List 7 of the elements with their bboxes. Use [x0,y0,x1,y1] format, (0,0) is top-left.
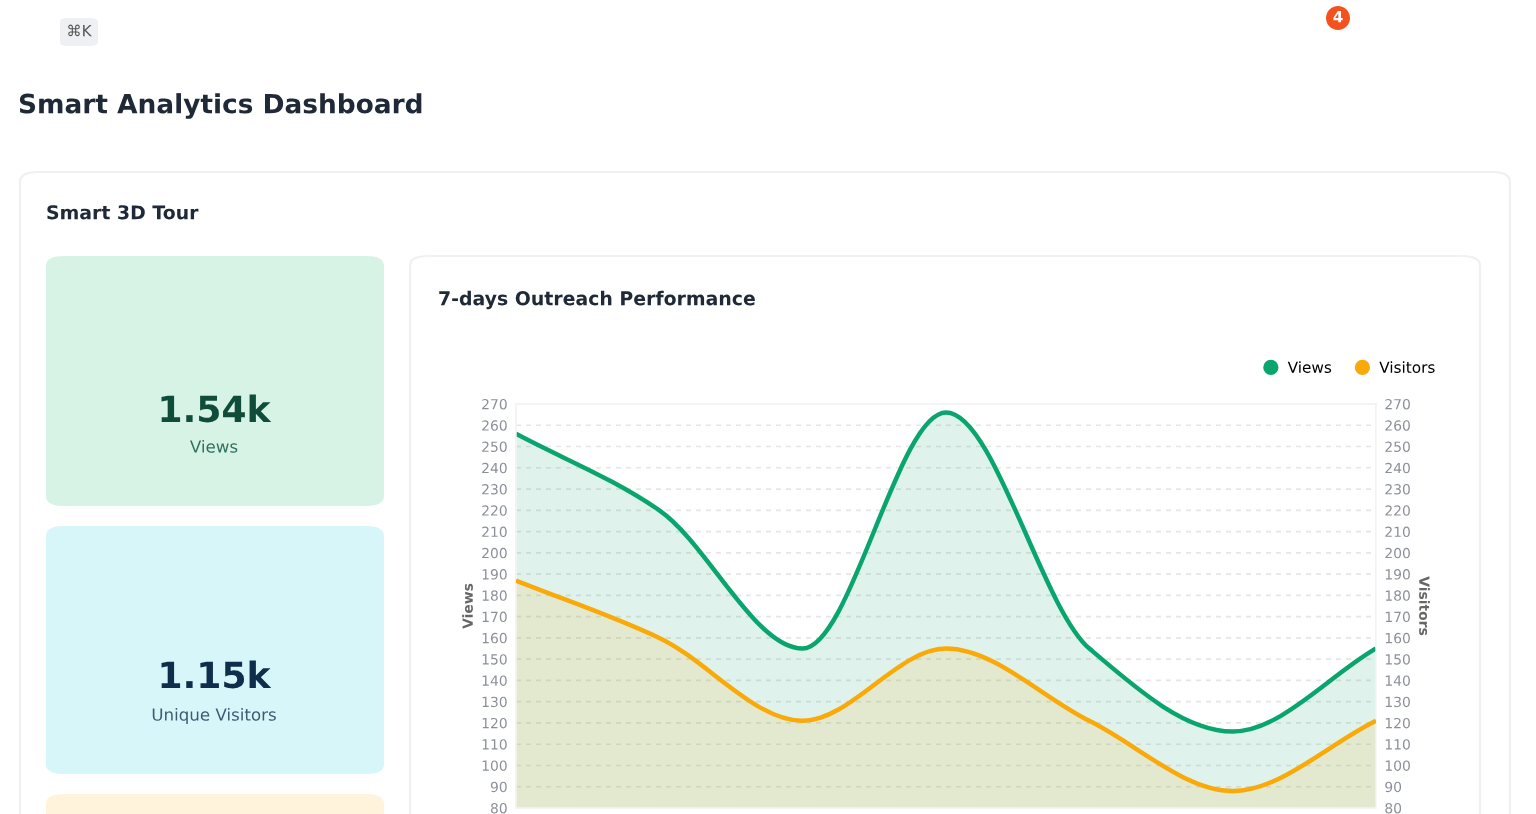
text: Views [190,439,238,453]
text: 1.54k [161,394,272,423]
text: Smart Analytics Dashboard [19,93,422,119]
text: Unique Visitors [152,707,276,725]
chart-title: 7-days Outreach Performance [439,290,755,310]
text: 1.15k [161,660,272,689]
text: Smart 3D Tour [47,205,199,220]
